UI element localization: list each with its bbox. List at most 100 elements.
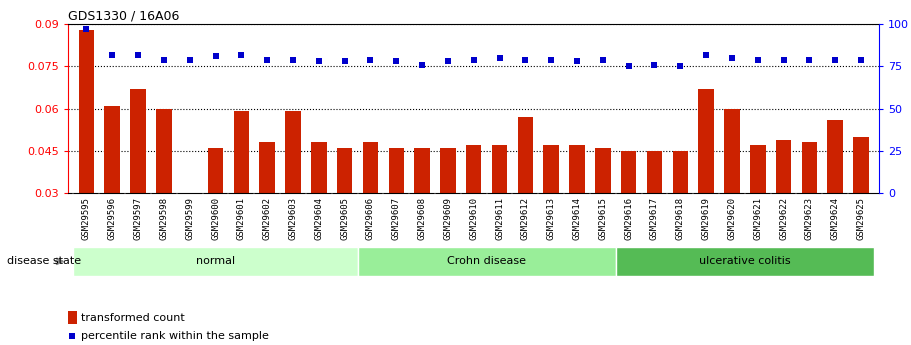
Text: GSM29622: GSM29622 [779,197,788,240]
Point [260,57,274,62]
Text: GSM29603: GSM29603 [289,197,298,240]
Point [363,57,378,62]
Bar [569,145,585,193]
Bar [311,142,326,193]
Text: GSM29617: GSM29617 [650,197,659,240]
Point [596,57,610,62]
Bar [78,30,94,193]
Text: ulcerative colitis: ulcerative colitis [699,256,791,266]
Text: GSM29604: GSM29604 [314,197,323,240]
Text: GSM29615: GSM29615 [599,197,608,240]
Point [828,57,843,62]
Bar [595,148,610,193]
Bar [672,151,688,193]
Bar [724,109,740,193]
Point [131,52,146,57]
FancyBboxPatch shape [357,247,616,276]
Point [79,27,94,32]
Point [492,55,507,61]
Bar [208,148,223,193]
Text: GSM29602: GSM29602 [262,197,271,240]
Text: GSM29609: GSM29609 [444,197,453,240]
Text: GSM29606: GSM29606 [366,197,375,240]
Text: GSM29600: GSM29600 [211,197,220,240]
Text: GSM29597: GSM29597 [134,197,142,240]
Point [337,59,352,64]
Point [854,57,868,62]
Point [389,59,404,64]
Text: normal: normal [196,256,235,266]
Bar [388,148,404,193]
Text: GSM29608: GSM29608 [417,197,426,240]
Point [544,57,558,62]
Text: GSM29616: GSM29616 [624,197,633,240]
Bar [647,151,662,193]
Text: GSM29598: GSM29598 [159,197,169,240]
Text: Crohn disease: Crohn disease [447,256,527,266]
Bar [776,140,792,193]
Bar [130,89,146,193]
Bar [544,145,559,193]
Bar [854,137,869,193]
Point [466,57,481,62]
Text: GSM29624: GSM29624 [831,197,840,240]
Text: GSM29619: GSM29619 [701,197,711,240]
Point [441,59,456,64]
Text: GSM29611: GSM29611 [495,197,504,240]
Text: GSM29614: GSM29614 [572,197,581,240]
Point [724,55,739,61]
Text: GSM29599: GSM29599 [185,197,194,240]
Point [157,57,171,62]
Text: GSM29621: GSM29621 [753,197,763,240]
Text: GSM29605: GSM29605 [340,197,349,240]
Text: disease state: disease state [7,256,81,266]
Bar [517,117,533,193]
Point [647,62,661,68]
Bar [492,145,507,193]
Text: GSM29601: GSM29601 [237,197,246,240]
Bar [466,145,482,193]
Point [518,57,533,62]
Bar [802,142,817,193]
Text: GSM29596: GSM29596 [107,197,117,240]
Point [209,53,223,59]
FancyBboxPatch shape [74,247,357,276]
Point [66,333,80,338]
Bar [827,120,843,193]
Text: GSM29612: GSM29612 [521,197,530,240]
Text: GSM29618: GSM29618 [676,197,685,240]
Bar [440,148,456,193]
Text: GSM29625: GSM29625 [856,197,865,240]
Bar [233,111,249,193]
Bar [699,89,714,193]
Point [751,57,765,62]
Point [802,57,816,62]
Text: GSM29610: GSM29610 [469,197,478,240]
Point [699,52,713,57]
Text: GSM29623: GSM29623 [805,197,814,240]
Point [673,63,688,69]
Text: GSM29620: GSM29620 [727,197,736,240]
Text: GSM29607: GSM29607 [392,197,401,240]
Point [105,52,119,57]
Bar [68,311,77,324]
Point [569,59,584,64]
Point [286,57,301,62]
Bar [260,142,275,193]
Text: GSM29613: GSM29613 [547,197,556,240]
Bar [363,142,378,193]
Text: percentile rank within the sample: percentile rank within the sample [81,331,269,341]
Bar [285,111,301,193]
FancyBboxPatch shape [616,247,874,276]
Bar [156,109,171,193]
Text: GSM29595: GSM29595 [82,197,91,240]
Point [621,63,636,69]
Point [234,52,249,57]
Bar [750,145,765,193]
Bar [105,106,120,193]
Bar [337,148,353,193]
Point [415,62,429,68]
Bar [415,148,430,193]
Point [182,57,197,62]
Bar [621,151,637,193]
